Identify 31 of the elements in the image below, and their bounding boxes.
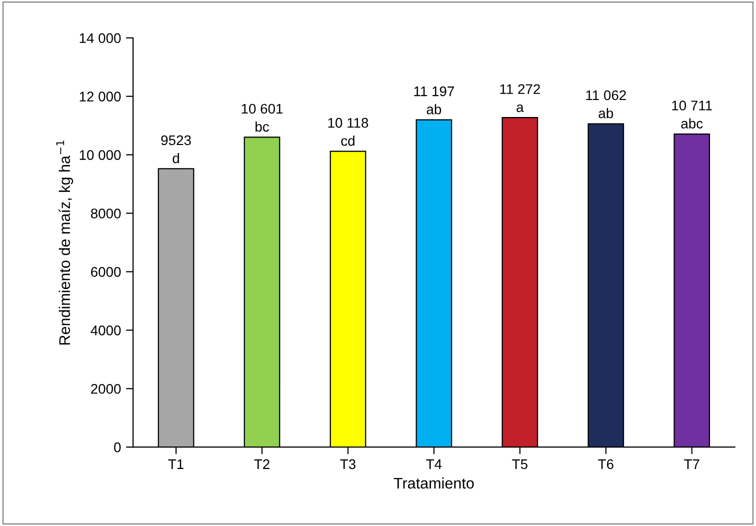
annotation: d (172, 153, 180, 164)
y-tick-label: 14 000 (80, 33, 121, 44)
data-label: 11 272 (500, 84, 540, 94)
y-tick-label: 10 000 (80, 150, 121, 160)
annotation: a (516, 104, 524, 112)
data-label: 11 062 (586, 90, 626, 100)
y-tick-label: 2000 (91, 384, 121, 394)
x-tick-label: T4 (426, 459, 442, 469)
x-tick-label: T3 (340, 459, 356, 470)
x-tick-label: T1 (168, 459, 184, 469)
data-label: 10 711 (672, 100, 712, 110)
x-axis-title: Tratamiento (394, 477, 474, 489)
data-label: 10 118 (328, 118, 368, 128)
data-label: 11 197 (414, 86, 454, 96)
annotation: abc (681, 118, 703, 128)
annotation: ab (426, 104, 442, 114)
annotation: ab (598, 108, 614, 118)
y-axis-title: Rendimiento de maíz, kg ha$^{−1}$ (56, 140, 74, 345)
data-label: 9523 (161, 135, 191, 146)
annotation: cd (341, 136, 354, 146)
y-tick-label: 8000 (90, 208, 121, 218)
x-tick-label: T5 (512, 459, 528, 470)
annotation: bc (256, 122, 269, 132)
y-tick-label: 4000 (90, 326, 121, 336)
y-tick-label: 0 (114, 442, 121, 452)
x-tick-label: T2 (254, 459, 270, 469)
x-tick-label: T7 (684, 459, 700, 469)
y-tick-label: 6000 (91, 267, 121, 277)
data-label: 10 601 (242, 104, 283, 114)
y-tick-label: 12 000 (80, 92, 121, 102)
x-tick-label: T6 (598, 459, 614, 470)
